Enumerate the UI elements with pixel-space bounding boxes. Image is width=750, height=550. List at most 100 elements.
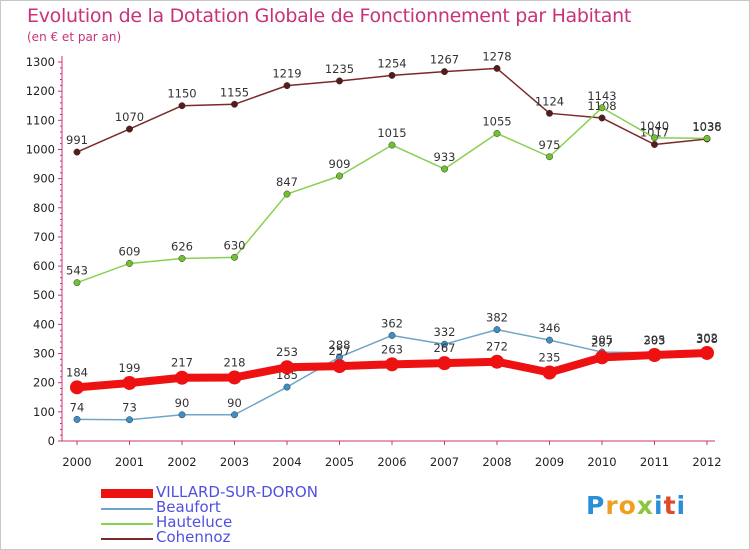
proxiti-logo: Proxiti (586, 491, 686, 520)
data-label: 308 (696, 332, 718, 346)
data-point (493, 129, 501, 137)
chart-title: Evolution de la Dotation Globale de Fonc… (27, 5, 632, 27)
data-label: 1038 (692, 119, 721, 133)
data-label: 933 (434, 150, 456, 164)
data-point (231, 100, 238, 108)
data-point (598, 104, 606, 112)
data-label: 1150 (167, 87, 196, 101)
data-label: 184 (66, 365, 88, 379)
data-label: 295 (644, 333, 666, 347)
data-label: 263 (381, 342, 403, 356)
data-label: 267 (434, 341, 456, 355)
plot-area: 0 100 200 300 400 500 600 700 800 900 1000 1100 1200… (26, 49, 722, 469)
data-point (336, 77, 343, 85)
data-label: 302 (696, 331, 718, 345)
logo-letter: i (654, 491, 664, 520)
data-point (126, 416, 133, 424)
data-label: 346 (539, 321, 561, 335)
data-label: 303 (644, 334, 666, 348)
legend-swatch-beaufort (101, 508, 153, 510)
x-tick-label: 2000 (62, 455, 91, 469)
x-tick-label: 2006 (377, 455, 406, 469)
chart-subtitle: (en € et par an) (27, 30, 122, 44)
x-tick-label: 2002 (167, 455, 196, 469)
data-label: 975 (539, 138, 561, 152)
data-point (542, 365, 557, 380)
data-point (178, 255, 186, 262)
data-label: 235 (539, 350, 561, 364)
data-label: 218 (224, 355, 246, 369)
data-label: 543 (66, 264, 88, 278)
data-point (598, 114, 606, 122)
y-tick-label: 900 (33, 172, 55, 186)
data-label: 1155 (220, 85, 249, 99)
data-point (178, 411, 186, 419)
legend-label-hauteluce: Hauteluce (156, 513, 233, 531)
legend-label-beaufort: Beaufort (156, 498, 221, 516)
data-label: 991 (66, 133, 88, 147)
data-point (283, 383, 291, 391)
data-point (175, 370, 189, 385)
data-label: 630 (224, 238, 246, 252)
data-point (231, 411, 238, 419)
y-tick-label: 100 (33, 405, 55, 419)
data-point (546, 336, 553, 344)
data-point (493, 326, 501, 334)
x-tick-label: 2012 (692, 455, 721, 469)
y-tick-label: 700 (33, 230, 55, 244)
data-point (546, 109, 553, 117)
data-label: 847 (276, 175, 298, 189)
data-label: 73 (122, 401, 137, 415)
data-label: 288 (329, 338, 351, 352)
data-point (126, 125, 133, 133)
data-label: 1017 (640, 126, 669, 140)
data-point (280, 360, 294, 375)
data-point (388, 141, 396, 149)
data-label: 1278 (482, 49, 511, 63)
legend-swatch-villard (101, 489, 153, 498)
x-tick-label: 2011 (640, 455, 669, 469)
data-point (651, 141, 658, 148)
x-tick-label: 2001 (115, 455, 144, 469)
data-label: 362 (381, 316, 403, 330)
data-point (283, 190, 291, 198)
data-point (122, 375, 137, 390)
y-tick-label: 1000 (26, 142, 55, 156)
y-tick-label: 1300 (26, 55, 55, 69)
data-point (388, 71, 396, 79)
data-point (700, 345, 714, 360)
logo-letter: t (663, 491, 677, 520)
data-label: 1235 (325, 62, 354, 76)
data-label: 1143 (587, 89, 616, 103)
data-point (493, 64, 501, 72)
legend-swatch-cohennoz (101, 538, 153, 540)
data-label: 90 (175, 396, 190, 410)
data-label: 272 (486, 340, 508, 354)
data-label: 1254 (377, 56, 406, 70)
logo-letter: r (605, 491, 619, 520)
data-label: 1055 (482, 114, 511, 128)
data-label: 1267 (430, 53, 459, 67)
y-tick-label: 400 (33, 317, 55, 331)
data-point (647, 347, 662, 362)
legend-swatch-hauteluce (101, 523, 153, 525)
data-point (126, 260, 133, 267)
x-tick-label: 2004 (272, 455, 301, 469)
x-tick-label: 2009 (535, 455, 564, 469)
data-label: 90 (227, 396, 242, 410)
data-label: 199 (119, 361, 141, 375)
data-point (70, 380, 84, 395)
data-point (441, 68, 448, 76)
logo-letter: x (636, 491, 654, 520)
data-point (336, 172, 343, 180)
data-label: 287 (591, 335, 613, 349)
legend-label-cohennoz: Cohennoz (156, 528, 231, 546)
data-label: 1040 (640, 119, 669, 133)
logo-letter: o (618, 491, 637, 520)
data-label: 382 (486, 311, 508, 325)
data-point (283, 82, 291, 90)
data-label: 1070 (115, 110, 144, 124)
y-tick-label: 500 (33, 288, 55, 302)
data-point (388, 332, 396, 339)
logo-letter: P (586, 491, 606, 520)
